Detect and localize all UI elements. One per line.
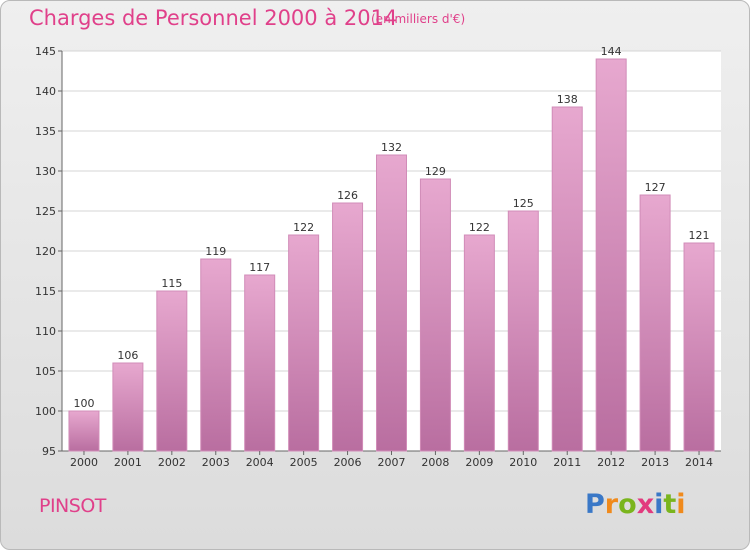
bar: [156, 290, 188, 452]
chart-title: Charges de Personnel 2000 à 2014: [29, 6, 398, 30]
bar: [376, 154, 407, 452]
bar-value-label: 144: [601, 45, 622, 58]
logo-letter: i: [654, 489, 664, 520]
x-tick-label: 2007: [378, 456, 406, 469]
bar-value-label: 106: [117, 349, 138, 362]
x-tick-label: 2001: [114, 456, 142, 469]
x-tick-label: 2008: [421, 456, 449, 469]
proxiti-logo: Proxiti: [585, 489, 686, 520]
bar-value-label: 138: [557, 93, 578, 106]
bar: [244, 274, 276, 452]
x-tick-label: 2011: [553, 456, 581, 469]
logo-letter: i: [676, 489, 686, 520]
y-tick-label: 115: [35, 285, 56, 298]
x-tick-label: 2003: [202, 456, 230, 469]
x-tick-label: 2002: [158, 456, 186, 469]
x-tick-label: 2005: [290, 456, 318, 469]
bar-value-label: 126: [337, 189, 358, 202]
bar: [507, 210, 539, 452]
logo-letter: o: [618, 489, 637, 520]
bar: [332, 202, 364, 452]
y-tick-label: 135: [35, 125, 56, 138]
chart-subtitle: (en milliers d'€): [371, 12, 466, 26]
bar-value-label: 127: [645, 181, 666, 194]
bar-value-label: 115: [161, 277, 182, 290]
bar: [112, 362, 144, 452]
y-tick-label: 120: [35, 245, 56, 258]
logo-letter: x: [636, 489, 655, 520]
bar: [68, 410, 100, 452]
bar: [463, 234, 495, 452]
y-tick-label: 95: [42, 445, 56, 458]
y-tick-label: 125: [35, 205, 56, 218]
bar-value-label: 100: [73, 397, 94, 410]
logo-letter: r: [604, 489, 619, 520]
logo-letter: t: [663, 489, 677, 520]
x-tick-label: 2012: [597, 456, 625, 469]
x-tick-label: 2000: [70, 456, 98, 469]
bar: [200, 258, 232, 452]
bar-value-label: 122: [293, 221, 314, 234]
bar: [551, 106, 583, 452]
x-tick-label: 2009: [465, 456, 493, 469]
y-tick-label: 100: [35, 405, 56, 418]
bar: [419, 178, 451, 452]
bar-value-label: 125: [513, 197, 534, 210]
x-tick-label: 2013: [641, 456, 669, 469]
bar: [595, 58, 627, 452]
y-tick-label: 145: [35, 45, 56, 58]
bar: [639, 194, 671, 452]
bar: [288, 234, 320, 452]
logo-letter: P: [585, 489, 605, 520]
commune-name: PINSOT: [39, 495, 106, 517]
bar-value-label: 132: [381, 141, 402, 154]
bar-value-label: 117: [249, 261, 270, 274]
bar-value-label: 129: [425, 165, 446, 178]
y-tick-label: 105: [35, 365, 56, 378]
x-tick-label: 2010: [509, 456, 537, 469]
x-tick-label: 2006: [334, 456, 362, 469]
bar-value-label: 119: [205, 245, 226, 258]
bar: [683, 242, 715, 452]
bar-value-label: 121: [689, 229, 710, 242]
bar-value-label: 122: [469, 221, 490, 234]
y-tick-label: 110: [35, 325, 56, 338]
y-tick-label: 130: [35, 165, 56, 178]
x-tick-label: 2004: [246, 456, 274, 469]
y-tick-label: 140: [35, 85, 56, 98]
x-tick-label: 2014: [685, 456, 713, 469]
